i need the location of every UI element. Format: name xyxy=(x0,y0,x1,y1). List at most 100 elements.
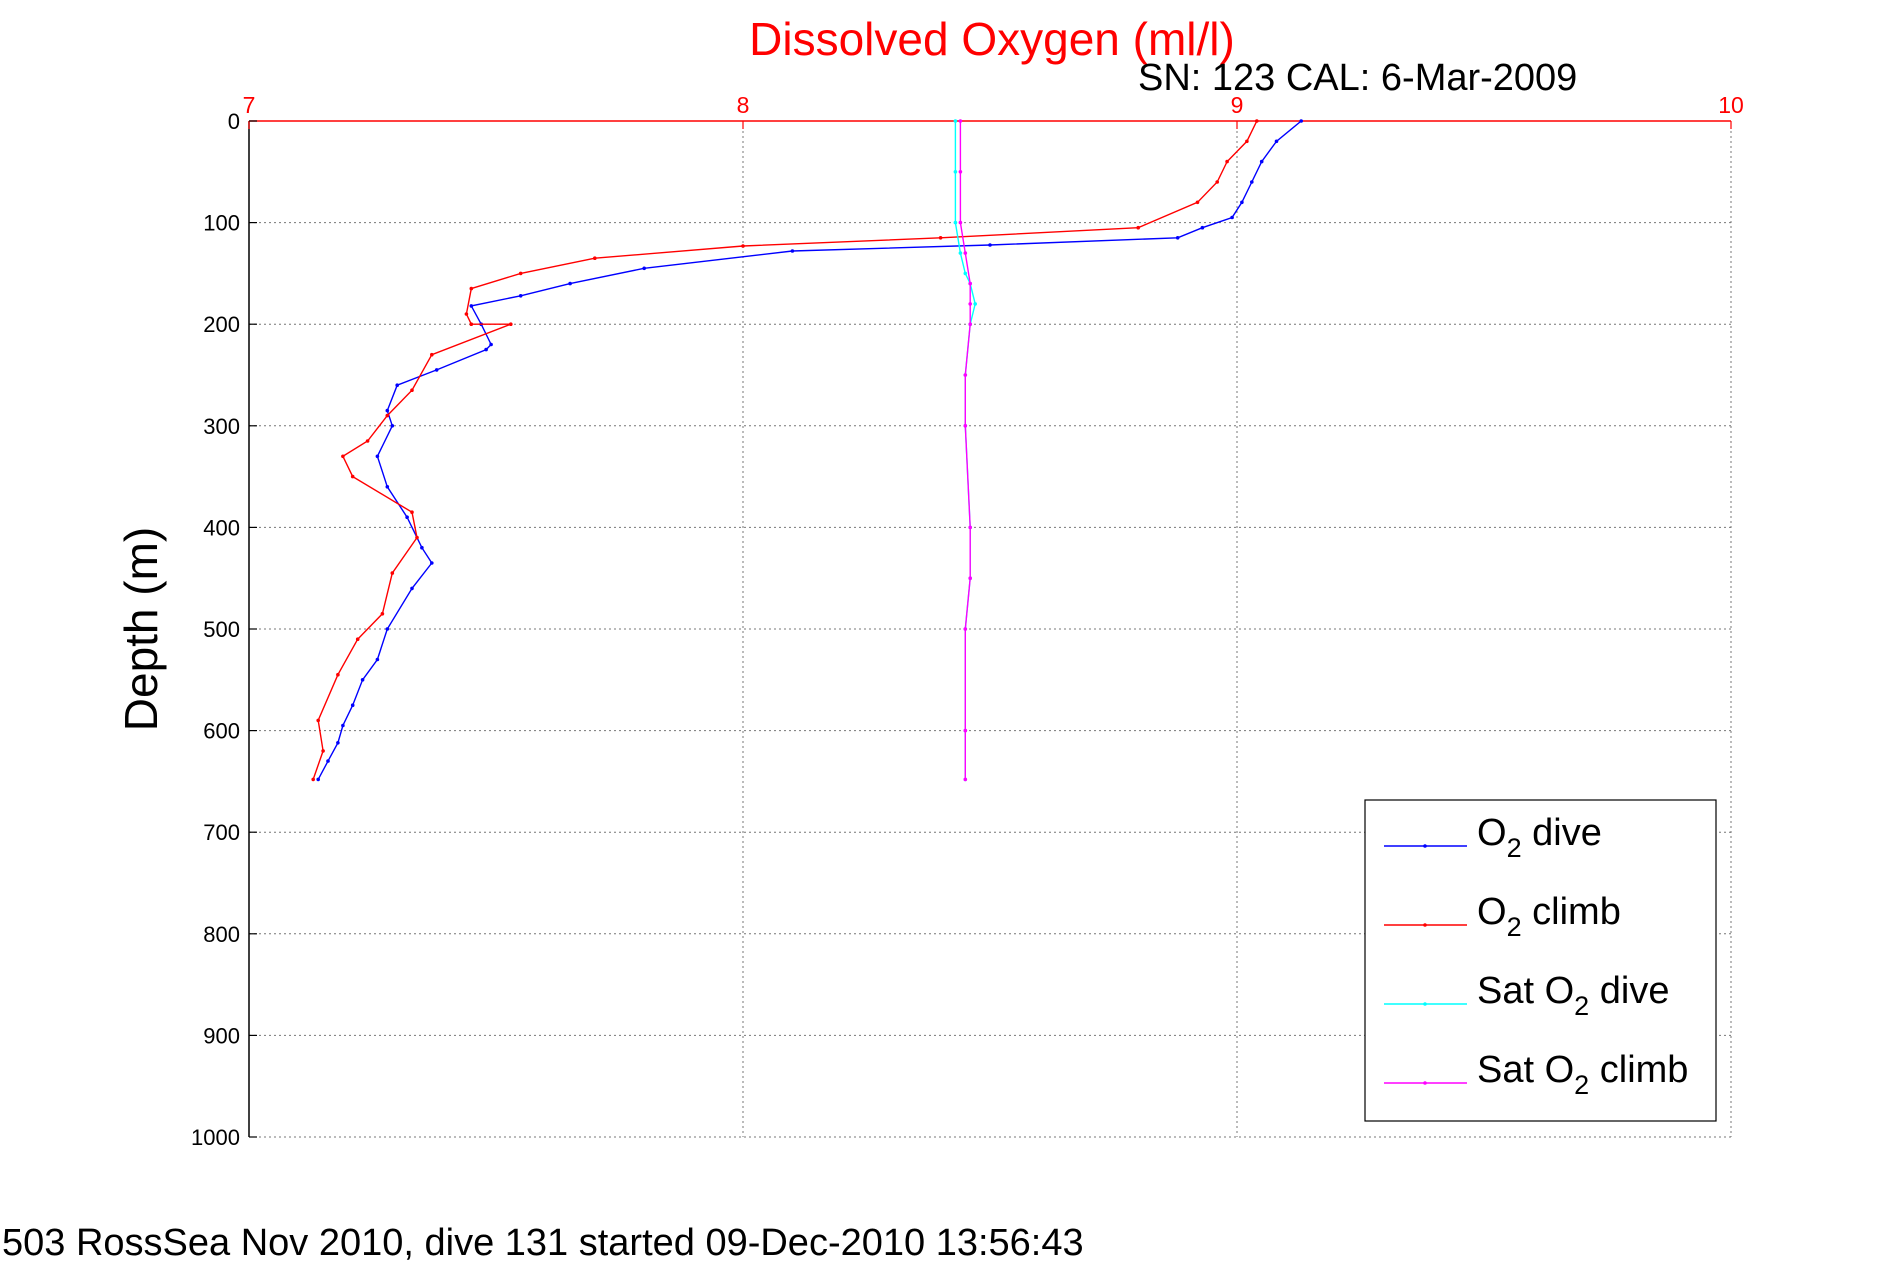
data-point xyxy=(1136,225,1140,230)
data-point xyxy=(963,424,968,428)
y-tick-label: 800 xyxy=(203,922,240,947)
data-point xyxy=(375,454,380,459)
data-point xyxy=(1245,139,1249,144)
legend: O2 dive O2 climb Sat O2 dive Sat O2 climb xyxy=(1364,799,1717,1122)
data-point xyxy=(469,304,474,308)
data-point xyxy=(963,777,968,782)
data-point xyxy=(509,322,513,327)
y-tick-label: 900 xyxy=(203,1023,240,1048)
legend-marker xyxy=(1423,1081,1427,1085)
data-point xyxy=(1200,225,1205,230)
y-tick-label: 0 xyxy=(228,109,240,134)
data-point xyxy=(350,703,355,707)
data-point xyxy=(958,170,963,174)
data-point xyxy=(963,271,968,276)
series-line xyxy=(959,121,971,780)
data-point xyxy=(336,741,340,745)
data-point xyxy=(1255,119,1259,123)
legend-marker xyxy=(1423,1002,1427,1006)
y-tick-label: 300 xyxy=(203,414,240,439)
data-point xyxy=(311,777,316,782)
data-point xyxy=(1195,200,1200,205)
series xyxy=(311,119,1303,782)
data-point xyxy=(430,561,434,565)
x-tick-label: 8 xyxy=(737,92,750,118)
data-point xyxy=(963,251,968,255)
data-point xyxy=(341,454,345,459)
legend-label: Sat O2 climb xyxy=(1477,1049,1688,1100)
data-point xyxy=(1240,200,1244,205)
data-point xyxy=(1225,159,1229,164)
data-point xyxy=(360,678,365,682)
data-point xyxy=(410,586,414,591)
data-point xyxy=(958,220,963,225)
data-point xyxy=(484,347,488,352)
chart-subtitle: SN: 123 CAL: 6-Mar-2009 xyxy=(1138,57,1577,99)
data-point xyxy=(642,266,646,271)
series-3 xyxy=(958,119,972,782)
data-point xyxy=(316,777,321,782)
data-point xyxy=(963,373,968,377)
data-point xyxy=(968,525,972,530)
data-point xyxy=(390,424,395,428)
y-tick-label: 500 xyxy=(203,617,240,642)
data-point xyxy=(430,352,434,357)
chart-title: Dissolved Oxygen (ml/l) xyxy=(749,13,1235,65)
data-point xyxy=(518,294,523,298)
legend-marker xyxy=(1423,923,1427,927)
y-tick-label: 600 xyxy=(203,719,240,744)
data-point xyxy=(326,759,330,763)
series-0 xyxy=(316,119,1303,782)
data-point xyxy=(953,170,958,174)
legend-marker xyxy=(1423,844,1427,848)
data-point xyxy=(953,119,958,123)
data-point xyxy=(434,368,439,372)
data-point xyxy=(420,545,424,550)
data-point xyxy=(958,251,963,255)
data-point xyxy=(321,749,325,753)
figure-footer: 503 RossSea Nov 2010, dive 131 started 0… xyxy=(2,1222,1084,1262)
y-tick-label: 100 xyxy=(203,211,240,236)
data-point xyxy=(1230,215,1234,220)
x-tick-label: 10 xyxy=(1718,92,1744,118)
data-point xyxy=(469,322,474,327)
data-point xyxy=(963,728,968,733)
data-point xyxy=(973,302,977,306)
data-point xyxy=(489,342,493,347)
data-point xyxy=(410,388,414,393)
data-point xyxy=(385,485,390,489)
y-tick-label: 700 xyxy=(203,820,240,845)
data-point xyxy=(790,249,795,253)
legend-items: O2 dive O2 climb Sat O2 dive Sat O2 climb xyxy=(1384,812,1688,1100)
data-point xyxy=(316,718,321,723)
data-point xyxy=(385,627,390,631)
data-point xyxy=(963,627,968,631)
data-point xyxy=(415,535,419,540)
legend-label: Sat O2 dive xyxy=(1477,970,1669,1021)
data-point xyxy=(988,243,992,247)
data-point xyxy=(390,571,395,575)
legend-label: O2 climb xyxy=(1477,891,1621,942)
data-point xyxy=(365,439,370,443)
legend-label: O2 dive xyxy=(1477,812,1602,863)
data-point xyxy=(593,256,597,261)
data-point xyxy=(380,612,385,616)
data-point xyxy=(395,383,400,388)
data-point xyxy=(405,515,409,519)
data-point xyxy=(1250,180,1254,184)
data-point xyxy=(568,281,572,286)
data-point xyxy=(958,119,963,123)
data-point xyxy=(385,408,390,413)
data-point xyxy=(355,637,360,641)
x-tick-label: 7 xyxy=(243,92,256,118)
data-point xyxy=(375,657,380,662)
data-point xyxy=(469,286,474,291)
data-point xyxy=(1175,236,1180,240)
data-point xyxy=(410,510,414,514)
data-point xyxy=(968,302,972,306)
data-point xyxy=(518,271,523,276)
data-point xyxy=(341,723,345,728)
data-point xyxy=(1299,119,1303,123)
y-tick-label: 400 xyxy=(203,515,240,540)
